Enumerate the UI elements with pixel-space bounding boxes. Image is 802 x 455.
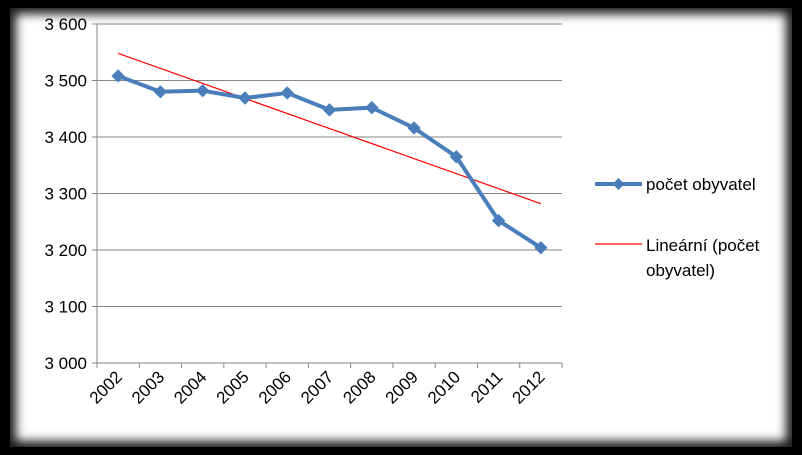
x-tick-labels: 2002 2003 2004 2005 2006 2007 2008 2009 2010 2011… — [86, 367, 549, 407]
series-markers — [111, 69, 548, 255]
y-tick-label: 3 000 — [44, 354, 87, 373]
y-tick-label: 3 300 — [44, 185, 87, 204]
data-point-marker — [449, 150, 464, 164]
data-point-marker — [407, 121, 421, 135]
y-tick-labels: 3 000 3 100 3 200 3 300 3 400 3 500 3 600 — [44, 15, 87, 373]
chart-frame — [10, 8, 792, 447]
x-tick-label: 2002 — [86, 367, 126, 407]
x-tick-label: 2006 — [255, 367, 295, 407]
trendline-line — [117, 52, 542, 205]
legend-trendline-label-line2: obyvatel) — [646, 261, 715, 280]
data-point-marker — [280, 86, 294, 100]
data-point-marker — [322, 103, 337, 117]
x-tick-label: 2003 — [128, 367, 168, 407]
y-tick-label: 3 100 — [44, 298, 87, 317]
trendline — [117, 52, 542, 205]
legend-series-label: počet obyvatel — [646, 175, 756, 194]
gridlines — [97, 23, 562, 307]
axes — [92, 23, 563, 368]
series-polyline — [117, 74, 542, 250]
legend: počet obyvatel Lineární (počet obyvatel) — [595, 175, 760, 280]
y-tick-label: 3 500 — [44, 72, 87, 91]
x-tick-label: 2010 — [424, 367, 464, 407]
data-point-marker — [238, 91, 252, 105]
data-point-marker — [111, 69, 125, 83]
x-tick-label: 2012 — [509, 367, 549, 407]
y-tick-label: 3 200 — [44, 241, 87, 260]
legend-trendline-label-line1: Lineární (počet — [646, 236, 760, 255]
x-tick-label: 2009 — [382, 367, 422, 407]
legend-item-series: počet obyvatel — [595, 175, 756, 194]
data-point-marker — [365, 100, 379, 115]
y-tick-label: 3 400 — [44, 128, 87, 147]
x-tick-label: 2005 — [213, 367, 253, 407]
legend-series-marker-icon — [612, 178, 625, 190]
x-tick-label: 2008 — [339, 367, 379, 407]
x-tick-label: 2011 — [467, 367, 506, 406]
x-tick-label: 2004 — [170, 367, 210, 407]
data-point-marker — [534, 241, 548, 255]
data-point-marker — [491, 213, 506, 228]
y-tick-label: 3 600 — [44, 15, 87, 34]
x-tick-label: 2007 — [297, 367, 337, 407]
data-point-marker — [153, 85, 168, 99]
data-point-marker — [195, 83, 210, 98]
series-line — [117, 74, 542, 250]
legend-item-trendline: Lineární (počet obyvatel) — [595, 236, 760, 280]
